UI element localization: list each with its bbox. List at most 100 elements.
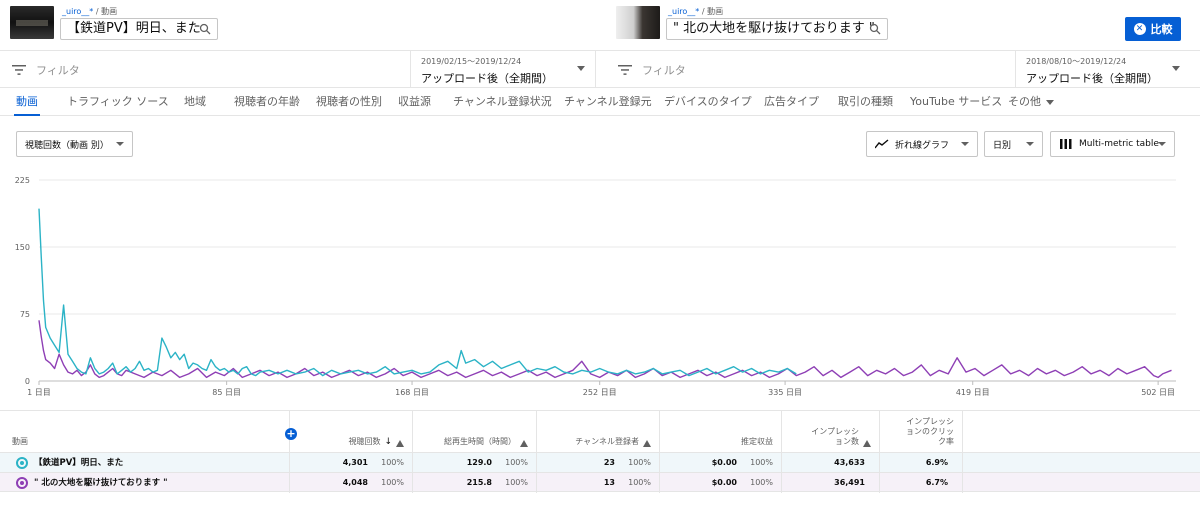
panel-divider [595,51,596,88]
x-tick-label: 168 日目 [395,388,429,397]
compare-button-label: 比較 [1150,23,1173,36]
y-tick-label: 75 [20,310,30,319]
ctr-cell: 6.9% [880,453,963,473]
views-value: 4,301 [342,458,368,467]
series-line[interactable] [38,208,797,377]
row-video-title[interactable]: 【鉄道PV】明日、また [34,458,124,468]
warning-icon [520,440,528,447]
left-channel-link[interactable]: _uiro__* [62,7,94,16]
col-header-video: 動画 [0,411,290,453]
ctr-line2: ョンのクリッ [906,427,954,436]
warning-icon [863,440,871,447]
revenue-value: $0.00 [711,458,737,467]
tab-transaction-type[interactable]: 取引の種類 [838,95,893,108]
col-header-subscribers[interactable]: チャンネル登録者 [537,411,660,453]
col-header-views[interactable]: 視聴回数 ↓ [290,411,413,453]
filter-icon [618,64,632,75]
x-tick-label: 335 日目 [768,388,802,397]
tab-subscription-source[interactable]: チャンネル登録元 [564,95,652,108]
ctr-value: 6.7% [925,478,948,487]
tab-traffic-source[interactable]: トラフィック ソース [67,95,169,108]
subs-pct: 100% [628,478,651,487]
left-period: アップロード後（全期間） [421,72,553,85]
table-row[interactable]: 【鉄道PV】明日、また 4,301 100% 129.0 100% 23 100% $… [0,452,1200,473]
impressions-line1: インプレッシ [811,427,859,436]
left-date-selector[interactable]: 2019/02/15〜2019/12/24 アップロード後（全期間） [410,51,595,88]
tab-subscription-status[interactable]: チャンネル登録状況 [453,95,552,108]
subs-cell: 23 100% [537,453,660,473]
col-header-ctr[interactable]: インプレッシ ョンのクリッ ク率 [880,411,963,453]
col-header-revenue[interactable]: 推定収益 [660,411,782,453]
x-tick-label: 502 日目 [1141,388,1175,397]
right-date-selector[interactable]: 2018/08/10〜2019/12/24 アップロード後（全期間） [1015,51,1190,88]
row-video-title[interactable]: " 北の大地を駆け抜けております " [34,478,168,488]
left-section-label: 動画 [101,7,118,16]
metric-dropdown[interactable]: 視聴回数（動画 別） [16,131,133,157]
tab-viewer-gender[interactable]: 視聴者の性別 [316,95,382,108]
col-header-revenue-label: 推定収益 [741,437,773,446]
chevron-down-icon [1158,142,1166,146]
col-header-watch-time[interactable]: 総再生時間（時間） [413,411,537,453]
views-cell: 4,301 100% [290,453,413,473]
tab-device-type[interactable]: デバイスのタイプ [664,95,752,108]
table-mode-dropdown[interactable]: Multi-metric table [1050,131,1175,157]
watch-pct: 100% [505,478,528,487]
revenue-pct: 100% [750,478,773,487]
tab-viewer-age[interactable]: 視聴者の年齢 [234,95,300,108]
subs-value: 23 [603,458,615,467]
tab-geography[interactable]: 地域 [184,95,206,108]
chevron-down-icon [1172,66,1180,71]
metric-dropdown-label: 視聴回数（動画 別） [25,140,109,151]
compare-button[interactable]: ✕ 比較 [1125,17,1181,41]
tab-revenue-source[interactable]: 収益源 [398,95,431,108]
report-tabs: 動画 トラフィック ソース 地域 視聴者の年齢 視聴者の性別 収益源 チャンネル… [0,88,1200,116]
revenue-pct: 100% [750,458,773,467]
left-video-thumbnail[interactable] [10,6,54,39]
filter-row: フィルタ 2019/02/15〜2019/12/24 アップロード後（全期間） … [0,50,1200,88]
filter-icon [12,64,26,75]
row-video-cell: " 北の大地を駆け抜けております " [0,473,290,493]
tab-more-label: その他 [1008,95,1041,108]
tab-ad-type[interactable]: 広告タイプ [764,95,819,108]
line-chart-icon [875,139,889,149]
right-section-label: 動画 [707,7,724,16]
chart-type-dropdown[interactable]: 折れ線グラフ [866,131,978,157]
impressions-value: 36,491 [834,478,865,487]
views-cell: 4,048 100% [290,473,413,493]
ctr-line1: インプレッシ [906,417,954,426]
search-icon[interactable] [199,23,211,35]
tab-video[interactable]: 動画 [14,88,40,116]
warning-icon [396,440,404,447]
views-pct: 100% [381,458,404,467]
left-video-search[interactable]: 【鉄道PV】明日、また [60,18,218,40]
add-video-button[interactable]: + [285,427,297,440]
left-video-title: 【鉄道PV】明日、また [67,21,201,36]
granularity-dropdown[interactable]: 日別 [984,131,1043,157]
chevron-down-icon [116,142,124,146]
subs-value: 13 [603,478,615,487]
series-radio-icon[interactable] [16,457,28,469]
watch-cell: 215.8 100% [413,473,537,493]
series-radio-icon[interactable] [16,477,28,489]
search-icon[interactable] [869,23,881,35]
watch-pct: 100% [505,458,528,467]
sort-down-icon: ↓ [384,437,392,447]
breadcrumb-separator: / [95,7,102,16]
col-header-impressions[interactable]: インプレッシ ョン数 [782,411,880,453]
breadcrumb-separator: / [701,7,708,16]
table-header: 動画 + 視聴回数 ↓ 総再生時間（時間） チャンネル登録者 推定収益 インプレ… [0,410,1200,453]
tab-youtube-service[interactable]: YouTube サービス [910,95,1003,108]
tab-more[interactable]: その他 [1008,88,1054,115]
left-filter[interactable]: フィルタ [12,51,407,88]
granularity-label: 日別 [993,140,1012,151]
right-video-search[interactable]: " 北の大地を駆け抜けております " [666,18,888,40]
table-row[interactable]: " 北の大地を駆け抜けております " 4,048 100% 215.8 100% 1… [0,472,1200,493]
ctr-cell: 6.7% [880,473,963,493]
ctr-value: 6.9% [925,458,948,467]
series-line[interactable] [38,320,1172,379]
col-header-watch-label: 総再生時間（時間） [444,437,516,446]
right-channel-link[interactable]: _uiro__* [668,7,700,16]
right-filter[interactable]: フィルタ [618,51,1013,88]
chevron-down-icon [1046,99,1054,105]
right-video-thumbnail[interactable] [616,6,660,39]
